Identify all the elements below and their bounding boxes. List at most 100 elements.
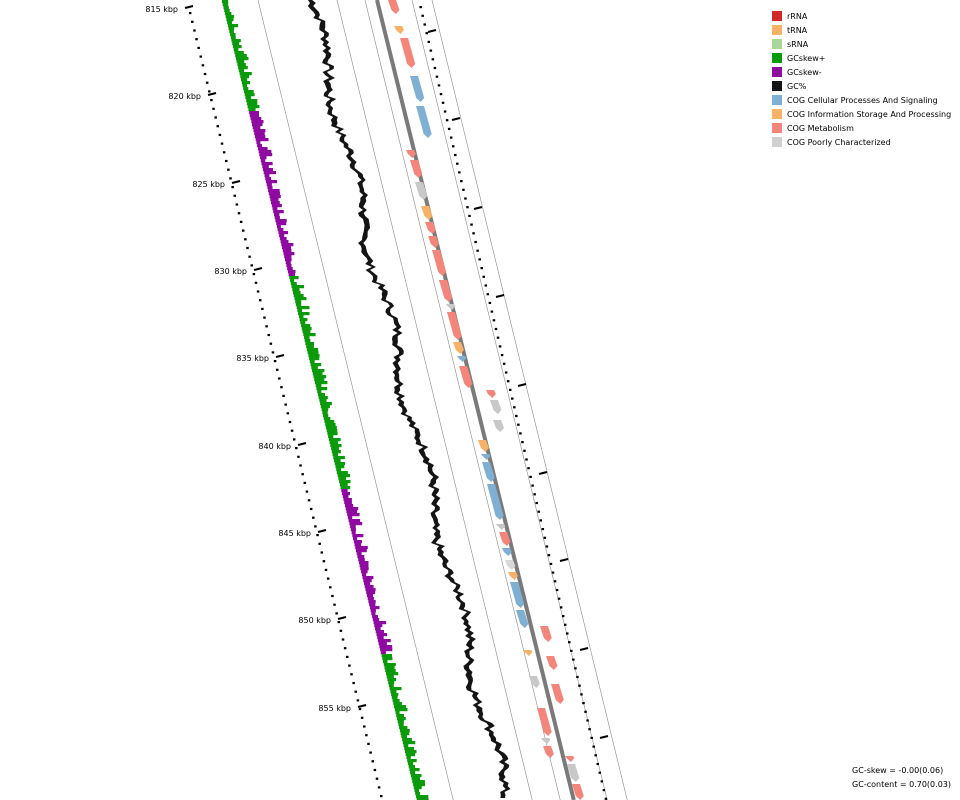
- gc-skew-positive-bar: [406, 756, 411, 760]
- gc-skew-positive-bar: [415, 792, 421, 796]
- gc-skew-negative-bar: [258, 150, 272, 154]
- gc-content-plot: [307, 0, 511, 798]
- gc-skew-negative-bar: [277, 228, 284, 232]
- minor-tick: [447, 127, 451, 130]
- minor-tick: [604, 797, 608, 800]
- gc-skew-positive-bar: [328, 435, 334, 439]
- gc-skew-negative-bar: [272, 207, 278, 211]
- minor-tick: [261, 307, 264, 310]
- gc-skew-positive-bar: [290, 282, 297, 286]
- legend-label: GC%: [787, 81, 807, 91]
- gc-skew-positive-bar: [224, 12, 232, 16]
- track-boundary-line: [336, 0, 533, 800]
- minor-tick: [602, 789, 606, 792]
- minor-tick: [201, 64, 205, 67]
- minor-tick: [379, 795, 383, 798]
- gc-skew-negative-bar: [359, 564, 369, 568]
- gc-skew-positive-bar: [398, 723, 404, 727]
- gc-skew-negative-bar: [269, 195, 281, 199]
- gc-skew-negative-bar: [360, 567, 369, 571]
- legend-label: COG Cellular Processes And Signaling: [787, 95, 938, 105]
- axis-tick-label: 815 kbp: [145, 5, 178, 14]
- minor-tick: [596, 762, 600, 766]
- legend-item-cog-metabolism: COG Metabolism: [772, 121, 951, 135]
- gc-skew-positive-bar: [413, 783, 425, 787]
- gc-skew-negative-bar: [361, 573, 367, 577]
- gc-skew-negative-bar: [265, 180, 278, 184]
- minor-tick: [519, 432, 522, 435]
- gc-skew-positive-bar: [229, 30, 234, 34]
- gc-skew-positive-bar: [309, 357, 320, 361]
- minor-tick: [286, 412, 290, 415]
- minor-tick: [326, 577, 330, 580]
- gc-skew-negative-bar: [353, 540, 362, 544]
- minor-tick: [486, 293, 490, 296]
- gc-skew-negative-bar: [265, 177, 272, 181]
- gc-skew-positive-bar: [320, 405, 330, 409]
- minor-tick: [301, 473, 304, 476]
- minor-tick: [435, 75, 439, 78]
- minor-tick: [458, 171, 461, 174]
- gc-skew-negative-bar: [375, 627, 381, 631]
- minor-tick: [199, 55, 203, 58]
- minor-tick: [222, 151, 226, 154]
- gc-skew-positive-bar: [323, 414, 329, 418]
- gc-skew-positive-bar: [241, 81, 251, 85]
- minor-tick: [563, 623, 567, 626]
- legend-label: COG Information Storage And Processing: [787, 109, 952, 119]
- minor-tick: [269, 342, 273, 345]
- gc-skew-negative-bar: [271, 204, 282, 208]
- gene-feature: [537, 708, 552, 736]
- gc-skew-positive-bar: [396, 717, 406, 721]
- gc-skew-negative-bar: [283, 252, 295, 256]
- minor-tick: [208, 90, 211, 93]
- gene-feature: [421, 206, 433, 220]
- gc-skew-positive-bar: [300, 321, 306, 325]
- minor-tick: [250, 264, 253, 267]
- gene-feature: [481, 454, 491, 460]
- gc-skew-negative-bar: [356, 549, 367, 553]
- minor-tick: [375, 777, 379, 780]
- gene-feature: [510, 582, 525, 608]
- gc-skew-negative-bar: [282, 249, 292, 253]
- gc-skew-negative-bar: [253, 129, 266, 133]
- major-tick: [517, 383, 527, 387]
- gc-skew-positive-bar: [388, 684, 394, 688]
- gc-skew-negative-bar: [373, 621, 387, 625]
- gc-skew-positive-bar: [238, 69, 245, 73]
- major-tick: [337, 616, 347, 620]
- minor-tick: [305, 490, 309, 493]
- gc-skew-positive-bar: [307, 351, 319, 355]
- gc-skew-positive-bar: [240, 75, 250, 79]
- gc-skew-positive-bar: [393, 702, 402, 706]
- gc-skew-positive-bar: [315, 384, 322, 388]
- minor-tick: [371, 760, 374, 763]
- gc-skew-positive-bar: [334, 459, 341, 463]
- gc-skew-positive-bar: [325, 426, 337, 430]
- minor-tick: [582, 702, 585, 705]
- gc-skew-positive-bar: [340, 486, 351, 490]
- track-boundary-line: [411, 0, 608, 800]
- minor-tick: [292, 438, 296, 441]
- gc-skew-negative-bar: [259, 153, 273, 157]
- gc-skew-negative-bar: [345, 507, 359, 511]
- gc-skew-positive-bar: [409, 768, 420, 772]
- gc-skew-positive-bar: [225, 15, 235, 19]
- minor-tick: [216, 125, 220, 128]
- legend-item-cog-information: COG Information Storage And Processing: [772, 107, 951, 121]
- legend-label: GCskew-: [787, 67, 822, 77]
- gene-feature: [529, 676, 540, 688]
- gc-skew-positive-bar: [321, 408, 329, 412]
- minor-tick: [506, 380, 510, 383]
- gc-skew-positive-bar: [242, 84, 248, 88]
- legend-item-srna: sRNA: [772, 37, 951, 51]
- gc-skew-positive-bar: [289, 276, 299, 280]
- gc-skew-positive-bar: [400, 732, 410, 736]
- gc-skew-positive-bar: [396, 714, 404, 718]
- minor-tick: [580, 693, 583, 696]
- minor-tick: [212, 107, 215, 110]
- gc-skew-positive-bar: [304, 339, 311, 343]
- minor-tick: [476, 249, 479, 252]
- gc-skew-positive-bar: [233, 48, 239, 52]
- gene-feature: [478, 440, 489, 452]
